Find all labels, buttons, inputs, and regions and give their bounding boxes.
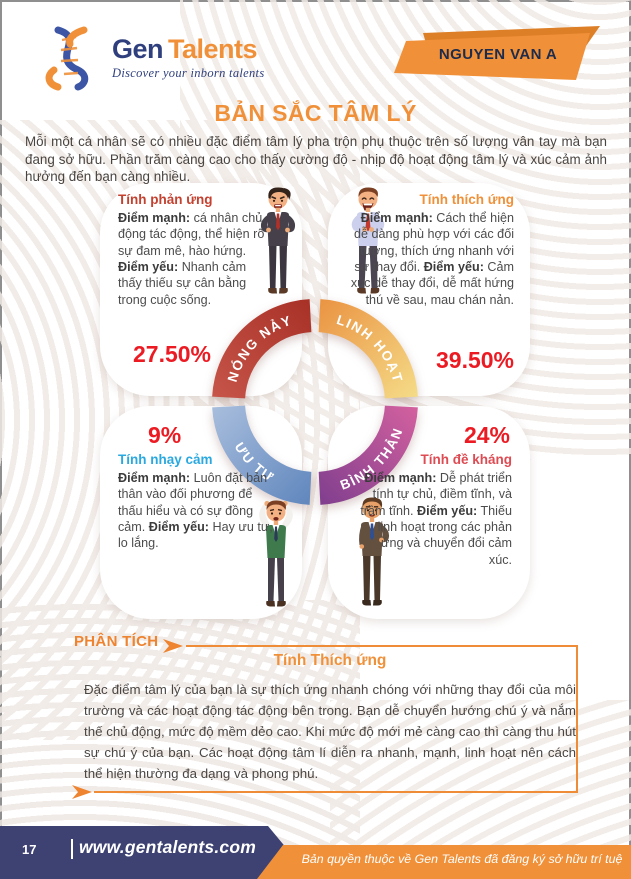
weakness-text: Cảm xúc dễ thay đổi, dễ mất hứng thú về …	[350, 260, 514, 307]
strength-label: Điểm mạnh:	[118, 471, 191, 485]
calm-man	[359, 497, 390, 606]
weakness-label: Điểm yếu:	[417, 503, 478, 518]
brand-text: Gen Talents Discover your inborn talents	[112, 24, 264, 81]
worried-man	[259, 500, 293, 607]
trait-title-de-khang: Tính đề kháng	[420, 452, 512, 467]
strength-label: Điểm mạnh:	[360, 211, 433, 225]
arc-segment-nong-nay	[212, 299, 312, 399]
weakness-label: Điểm yếu:	[423, 260, 484, 275]
user-name-badge: NGUYEN VAN A	[388, 24, 620, 90]
intro-paragraph: Mỗi một cá nhân sẽ có nhiều đặc điểm tâm…	[25, 134, 607, 185]
brand-name-talents: Talents	[168, 34, 258, 64]
arrow-right-icon	[163, 639, 183, 653]
arc-segment-linh-hoat	[318, 299, 418, 399]
calm-man-illustration	[359, 497, 390, 606]
laughing-man-illustration	[351, 187, 385, 294]
weakness-text: Hay ưu tư, lo lắng.	[118, 520, 273, 551]
percent-thich-ung: 39.50%	[435, 347, 514, 373]
badge-ribbon-shape	[394, 26, 600, 80]
brand-name-gen: Gen	[112, 34, 164, 64]
weakness-label: Điểm yếu:	[118, 260, 179, 275]
footer-navy-banner	[0, 826, 312, 879]
card-tinh-de-khang	[328, 406, 530, 619]
dna-helix-icon	[45, 26, 89, 91]
brand-tagline: Discover your inborn talents	[112, 66, 265, 80]
weakness-text: Nhanh cảm thấy thiếu sự cân bằng trong c…	[118, 260, 247, 307]
analysis-box-top-border	[186, 645, 576, 647]
trait-text-nhay-cam: Điểm mạnh: Luôn đặt bản thân vào đối phư…	[118, 470, 274, 552]
strength-text: cá nhân chủ động tác động, thể hiện rõ s…	[118, 211, 265, 258]
copyright-text: Bản quyền thuộc về Gen Talents đã đăng k…	[301, 852, 623, 866]
percent-de-khang: 24%	[463, 422, 510, 448]
brand-name: Gen Talents	[112, 36, 264, 63]
trait-text-de-khang: Điểm mạnh: Dễ phát triển tính tự chủ, đi…	[358, 470, 512, 568]
strength-text: Luôn đặt bản thân vào đối phương để thấu…	[118, 471, 268, 535]
strength-text: Cách thể hiện dễ dàng phù hợp với các đố…	[353, 211, 514, 275]
angry-man	[260, 187, 296, 294]
worried-man-illustration	[259, 500, 293, 607]
user-name: NGUYEN VAN A	[438, 46, 558, 63]
analysis-body-text: Đặc điểm tâm lý của bạn là sự thích ứng …	[84, 682, 576, 781]
website-link[interactable]: www.gentalents.com	[79, 837, 257, 857]
footer-divider-bar	[71, 839, 73, 859]
percent-phan-ung: 27.50%	[133, 341, 212, 367]
strength-label: Điểm mạnh:	[364, 471, 437, 485]
angry-man-illustration	[260, 187, 296, 294]
weakness-text: Thiếu linh hoạt trong các phản ứng và ch…	[377, 503, 512, 567]
laughing-man	[351, 187, 385, 294]
page-number: 17	[22, 842, 37, 857]
page-title: BẢN SẮC TÂM LÝ	[214, 100, 417, 126]
analysis-section-label: PHÂN TÍCH	[74, 633, 159, 650]
trait-text-thich-ung: Điểm mạnh: Cách thể hiện dễ dàng phù hợp…	[346, 210, 514, 308]
arc-segment-uu-tu	[212, 405, 312, 505]
percent-nhay-cam: 9%	[148, 422, 182, 448]
arrow-right-icon	[72, 785, 92, 799]
trait-text-phan-ung: Điểm mạnh: cá nhân chủ động tác động, th…	[118, 210, 270, 308]
trait-title-nhay-cam: Tính nhạy cảm	[118, 452, 213, 467]
brand-logo: Gen Talents Discover your inborn talents	[34, 24, 264, 92]
arc-segment-binh-than	[318, 405, 418, 505]
trait-title-thich-ung: Tính thích ứng	[419, 192, 514, 207]
strength-text: Dễ phát triển tính tự chủ, điềm tĩnh, và…	[360, 471, 512, 518]
trait-title-phan-ung: Tính phản ứng	[118, 192, 213, 207]
analysis-box-bottom-border	[94, 791, 576, 793]
analysis-box-title: Tính Thích ứng	[273, 652, 387, 669]
footer-banners	[0, 826, 631, 879]
strength-label: Điểm mạnh:	[118, 211, 191, 225]
footer-orange-banner	[257, 845, 631, 879]
temperament-donut-chart: NÓNG NẢY LINH HOẠT ƯU TƯ BÌNH THẢN	[212, 299, 418, 505]
weakness-label: Điểm yếu:	[148, 520, 209, 535]
analysis-box-right-border	[576, 645, 578, 793]
